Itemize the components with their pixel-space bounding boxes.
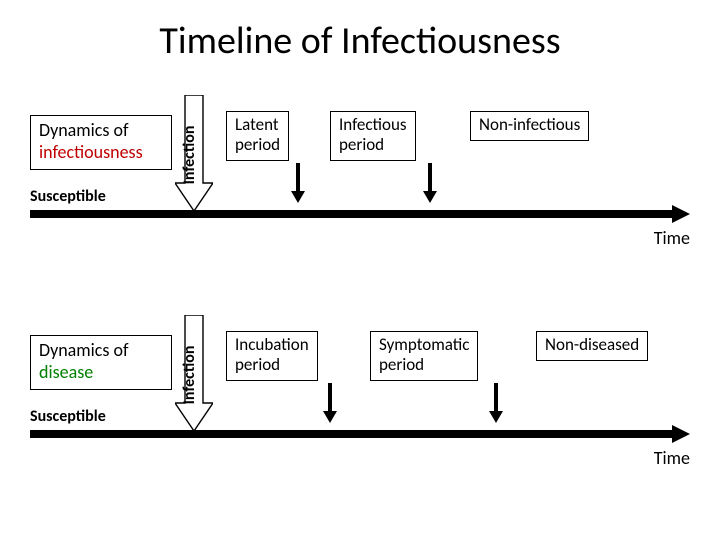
period-line1: Infectious xyxy=(339,114,407,135)
dyn-line1: Dynamics of xyxy=(39,119,129,141)
timeline-arrow-1 xyxy=(30,205,690,223)
dynamics-label-disease: Dynamics of disease xyxy=(30,335,172,390)
down-arrow-icon xyxy=(291,163,305,203)
down-arrow-icon xyxy=(423,163,437,203)
down-arrow-icon xyxy=(489,383,503,423)
time-label-2: Time xyxy=(654,447,690,469)
period-line1: Latent xyxy=(235,114,279,135)
row-infectiousness: Dynamics of infectiousness Infection Sus… xyxy=(30,95,690,255)
period-line1: Incubation xyxy=(235,334,309,355)
infection-arrow-icon: Infection xyxy=(175,95,213,211)
infection-arrow-label: Infection xyxy=(180,126,199,185)
period-line2: period xyxy=(235,134,280,155)
period-non-infectious: Non-infectious xyxy=(470,111,589,141)
period-line2: period xyxy=(379,354,424,375)
period-line1: Non-diseased xyxy=(545,334,639,355)
down-arrow-icon xyxy=(323,383,337,423)
susceptible-label-2: Susceptible xyxy=(30,407,106,426)
timeline-arrow-2 xyxy=(30,425,690,443)
dyn-line1: Dynamics of xyxy=(39,339,129,361)
infection-arrow-label: Infection xyxy=(180,346,199,405)
period-non-diseased: Non-diseased xyxy=(536,331,648,361)
dyn-line2: infectiousness xyxy=(39,142,163,164)
infection-arrow-icon: Infection xyxy=(175,315,213,431)
period-line2: period xyxy=(339,134,384,155)
page-title: Timeline of Infectiousness xyxy=(0,0,720,64)
dyn-line2: disease xyxy=(39,362,163,384)
period-symptomatic: Symptomatic period xyxy=(370,331,478,381)
period-infectious: Infectious period xyxy=(330,111,416,161)
period-line1: Symptomatic xyxy=(379,334,469,355)
period-incubation: Incubation period xyxy=(226,331,318,381)
period-latent: Latent period xyxy=(226,111,289,161)
susceptible-label-1: Susceptible xyxy=(30,187,106,206)
time-label-1: Time xyxy=(654,227,690,249)
period-line1: Non-infectious xyxy=(479,114,580,135)
dynamics-label-infectiousness: Dynamics of infectiousness xyxy=(30,115,172,170)
row-disease: Dynamics of disease Infection Susceptibl… xyxy=(30,315,690,475)
period-line2: period xyxy=(235,354,280,375)
